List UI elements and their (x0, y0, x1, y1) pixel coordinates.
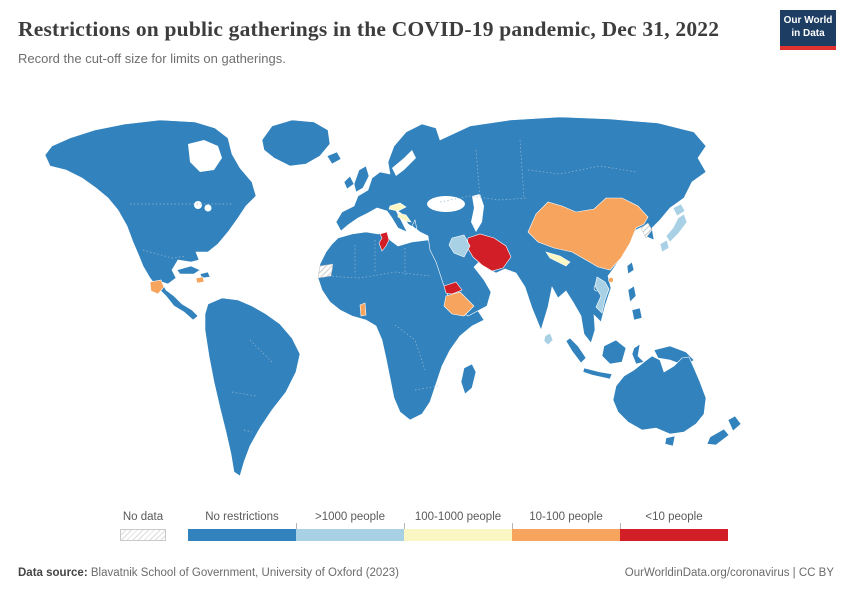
great-lake-east (204, 204, 212, 212)
country-region-eurasia[interactable] (335, 116, 707, 344)
country-region-borneo[interactable] (601, 339, 627, 365)
black-sea (427, 196, 465, 212)
country-region-philippines-mindanao[interactable] (631, 307, 643, 321)
legend-label-100-1000: 100-1000 people (414, 511, 502, 523)
legend-labels: No restrictions >1000 people 100-1000 pe… (188, 511, 728, 523)
owid-logo-line2: in Data (791, 27, 825, 39)
country-region-ireland[interactable] (343, 175, 355, 190)
legend-tick (512, 523, 513, 529)
legend-swatch-no-restrictions[interactable] (188, 529, 296, 541)
country-ethiopia[interactable] (443, 291, 475, 317)
page-title: Restrictions on public gatherings in the… (18, 17, 720, 41)
country-western-sahara[interactable] (317, 263, 334, 279)
borders-layer (130, 139, 637, 433)
chart-header: Restrictions on public gatherings in the… (18, 14, 778, 66)
country-croatia[interactable] (397, 212, 412, 223)
legend-swatches (188, 523, 728, 541)
country-eritrea[interactable] (443, 281, 463, 295)
country-austria[interactable] (388, 202, 407, 212)
highlight-layer (149, 197, 688, 346)
country-region-australia[interactable] (612, 355, 707, 435)
country-region-iceland[interactable] (326, 151, 342, 165)
data-source: Data source: Blavatnik School of Governm… (18, 567, 399, 579)
water-layer (188, 140, 484, 232)
legend-swatch-100-1000[interactable] (404, 529, 512, 541)
great-lake-west (194, 201, 202, 209)
country-region-taiwan[interactable] (626, 261, 635, 275)
country-region-new-zealand-south[interactable] (706, 428, 730, 446)
legend-label-10-100: 10-100 people (529, 511, 603, 523)
owid-logo-line1: Our World (783, 15, 833, 26)
country-region-greenland[interactable] (261, 119, 331, 167)
legend-no-data-swatch[interactable] (120, 529, 166, 541)
attribution-link[interactable]: OurWorldinData.org/coronavirus | CC BY (624, 567, 834, 579)
caspian-sea (471, 194, 484, 232)
country-japan-honshu[interactable] (665, 213, 688, 243)
legend-label-no-restrictions: No restrictions (205, 511, 279, 523)
legend-swatch-gt1000[interactable] (296, 529, 404, 541)
country-china[interactable] (527, 197, 649, 271)
legend-no-data[interactable]: No data (120, 511, 166, 541)
country-region-new-zealand-north[interactable] (727, 415, 742, 432)
country-vietnam[interactable] (594, 276, 610, 314)
legend-tick (404, 523, 405, 529)
country-region-java[interactable] (582, 367, 613, 380)
country-japan-kyushu[interactable] (659, 239, 670, 253)
legend-label-gt1000: >1000 people (314, 511, 386, 523)
country-region-cuba[interactable] (176, 265, 201, 275)
world-map (0, 110, 850, 508)
country-region-sulawesi[interactable] (631, 343, 645, 365)
country-north-korea[interactable] (640, 222, 653, 239)
legend-tick (620, 523, 621, 529)
country-region-sumatra[interactable] (565, 337, 587, 364)
legend-no-data-label: No data (122, 511, 164, 523)
legend-swatch-10-100[interactable] (512, 529, 620, 541)
legend-label-lt10: <10 people (645, 511, 703, 523)
owid-logo[interactable]: Our World in Data (780, 10, 836, 50)
country-region-madagascar[interactable] (460, 363, 477, 395)
country-region-tasmania[interactable] (664, 435, 676, 447)
country-region-philippines-luzon[interactable] (627, 285, 637, 303)
country-benin[interactable] (359, 302, 367, 317)
country-hong-kong[interactable] (608, 277, 614, 283)
no-data-layer (317, 222, 653, 279)
data-source-label: Data source: (18, 567, 88, 579)
country-region-south-america[interactable] (204, 297, 301, 477)
choropleth-svg (44, 116, 742, 477)
chart-footer: Data source: Blavatnik School of Governm… (0, 567, 850, 579)
country-iran[interactable] (466, 233, 512, 272)
legend-swatch-lt10[interactable] (620, 529, 728, 541)
page-subtitle: Record the cut-off size for limits on ga… (18, 51, 286, 67)
country-region-north-america[interactable] (44, 119, 257, 321)
hudson-bay (188, 140, 222, 172)
country-japan-hokkaido[interactable] (672, 203, 686, 217)
baltic-sea (392, 150, 416, 176)
map-legend: No data No restrictions >1000 people 100… (0, 511, 850, 553)
country-region-hispaniola[interactable] (199, 271, 211, 279)
data-source-text: Blavatnik School of Government, Universi… (87, 567, 399, 579)
country-iraq[interactable] (448, 234, 471, 258)
country-tunisia[interactable] (378, 231, 390, 252)
country-sri-lanka[interactable] (543, 332, 554, 346)
country-region-united-kingdom[interactable] (353, 165, 370, 193)
legend-bar: No restrictions >1000 people 100-1000 pe… (188, 511, 728, 541)
country-guatemala[interactable] (149, 279, 165, 295)
continents-layer (44, 116, 742, 477)
country-nepal[interactable] (545, 251, 571, 267)
country-puerto-rico[interactable] (195, 276, 205, 284)
legend-tick (296, 523, 297, 529)
